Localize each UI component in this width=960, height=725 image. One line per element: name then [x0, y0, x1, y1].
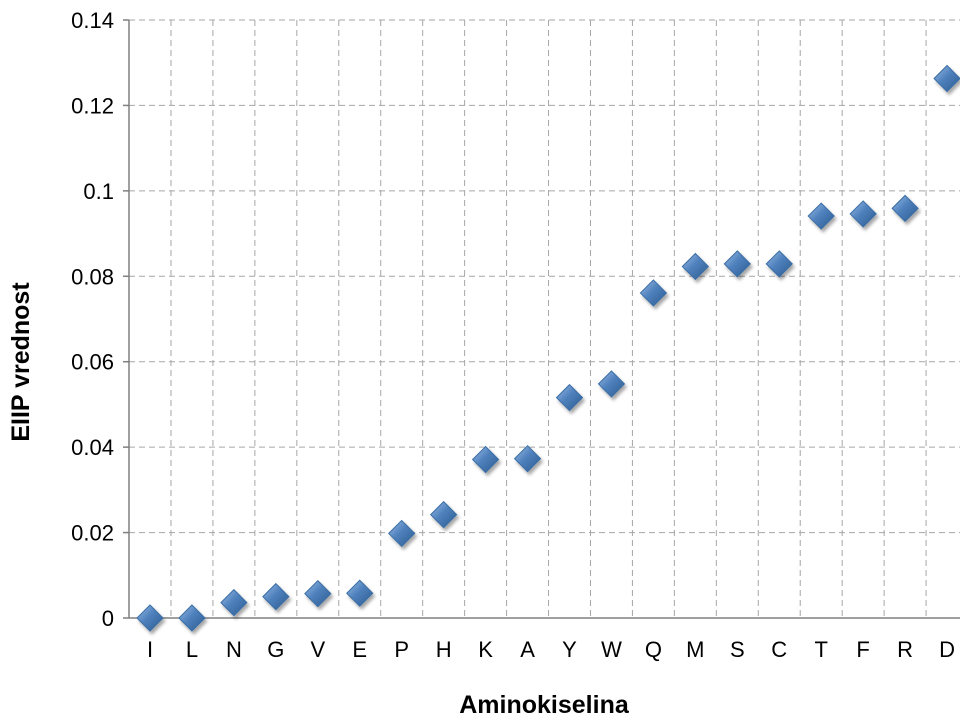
data-point-A: [513, 444, 542, 473]
data-point-I: [136, 604, 164, 632]
x-tick-label: M: [686, 637, 704, 662]
x-tick-label: K: [478, 637, 493, 662]
data-point-F: [849, 200, 877, 228]
y-tick-label: 0.08: [71, 264, 114, 289]
x-tick-label: P: [394, 637, 409, 662]
x-tick-label: Y: [562, 637, 577, 662]
y-tick-label: 0.02: [71, 521, 114, 546]
x-tick-label: F: [856, 637, 869, 662]
data-point-N: [220, 588, 248, 617]
data-point-M: [681, 252, 710, 281]
y-tick-label: 0.06: [71, 350, 114, 375]
x-tick-label: D: [939, 637, 955, 662]
x-tick-label: I: [147, 637, 153, 662]
y-tick-label: 0.14: [71, 8, 114, 33]
grid: [129, 19, 960, 618]
data-point-S: [723, 250, 752, 278]
x-tick-label: T: [814, 637, 827, 662]
x-tick-label: N: [226, 637, 242, 662]
data-point-L: [178, 604, 206, 632]
data-point-E: [346, 579, 374, 607]
axes: [123, 19, 960, 619]
data-point-R: [891, 194, 919, 223]
data-point-G: [262, 582, 290, 611]
x-tick-label: S: [730, 637, 745, 662]
y-tick-label: 0.1: [83, 179, 114, 204]
x-tick-label: L: [186, 637, 198, 662]
data-point-C: [765, 250, 793, 278]
x-tick-label: W: [601, 637, 622, 662]
y-axis-title: EIIP vrednost: [7, 282, 35, 442]
y-tick-label: 0.12: [71, 93, 114, 118]
data-point-D: [933, 64, 960, 93]
x-tick-label: V: [310, 637, 325, 662]
x-tick-label: E: [352, 637, 367, 662]
y-tick-label: 0: [102, 606, 114, 631]
y-axis-tick-labels: 0 0.02 0.04 0.06 0.08 0.1 0.12 0.14: [71, 8, 114, 631]
x-tick-label: C: [771, 637, 787, 662]
x-tick-label: G: [267, 637, 284, 662]
x-tick-label: Q: [645, 637, 662, 662]
y-tick-label: 0.04: [71, 435, 114, 460]
x-axis-title: Aminokiselina: [459, 691, 630, 719]
x-tick-label: R: [897, 637, 913, 662]
x-tick-label: A: [520, 637, 535, 662]
data-point-T: [807, 202, 835, 230]
data-point-P: [387, 519, 416, 548]
data-point-Q: [639, 279, 668, 307]
data-point-K: [471, 445, 500, 474]
data-point-Y: [555, 383, 584, 412]
data-point-H: [429, 500, 458, 529]
data-point-W: [597, 370, 626, 398]
data-points: [136, 64, 960, 632]
x-tick-label: H: [436, 637, 452, 662]
data-point-V: [304, 579, 332, 608]
